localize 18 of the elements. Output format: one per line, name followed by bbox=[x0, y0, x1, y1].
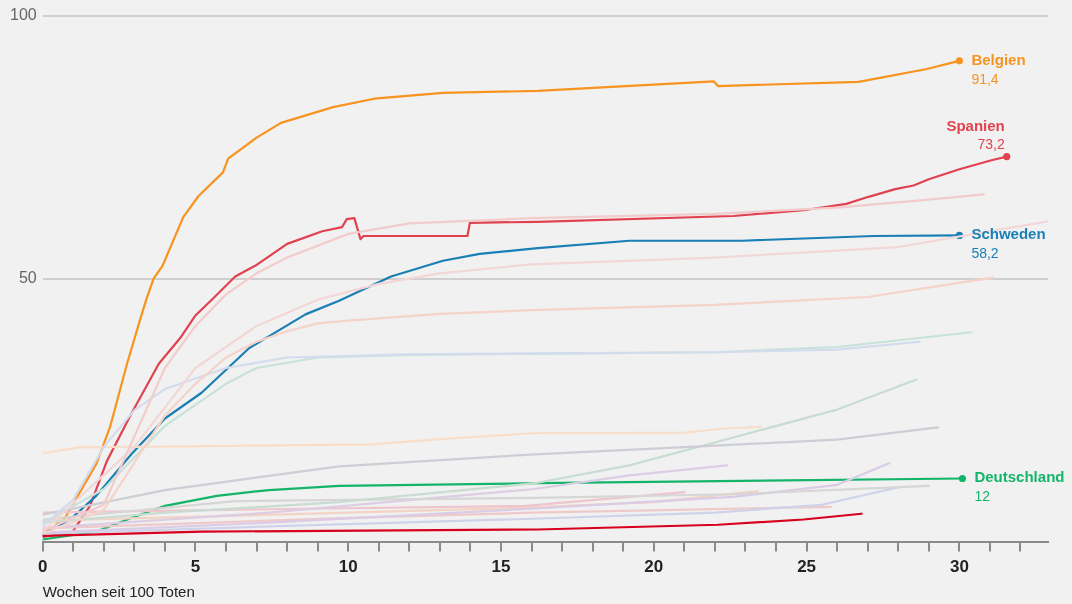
y-tick-label: 100 bbox=[9, 6, 37, 24]
data-label: 91,4 bbox=[971, 70, 999, 87]
x-axis-title: Wochen seit 100 Toten bbox=[42, 583, 195, 601]
series-label: Schweden bbox=[971, 225, 1046, 243]
data-label: 12 bbox=[974, 488, 991, 505]
data-label: 73,2 bbox=[977, 135, 1005, 152]
x-tick-label: 20 bbox=[644, 557, 664, 577]
y-tick-label: 50 bbox=[18, 269, 37, 287]
x-tick-label: 10 bbox=[338, 557, 358, 577]
x-tick-label: 0 bbox=[37, 557, 48, 577]
x-tick-label: 15 bbox=[491, 557, 511, 577]
data-label: 58,2 bbox=[971, 245, 999, 262]
series-label: Spanien bbox=[946, 116, 1005, 134]
x-tick-label: 5 bbox=[190, 557, 201, 577]
x-tick-label: 30 bbox=[949, 557, 969, 577]
x-tick-label: 25 bbox=[797, 557, 817, 577]
series-label: Belgien bbox=[971, 50, 1026, 68]
series-label: Deutschland bbox=[974, 468, 1065, 486]
